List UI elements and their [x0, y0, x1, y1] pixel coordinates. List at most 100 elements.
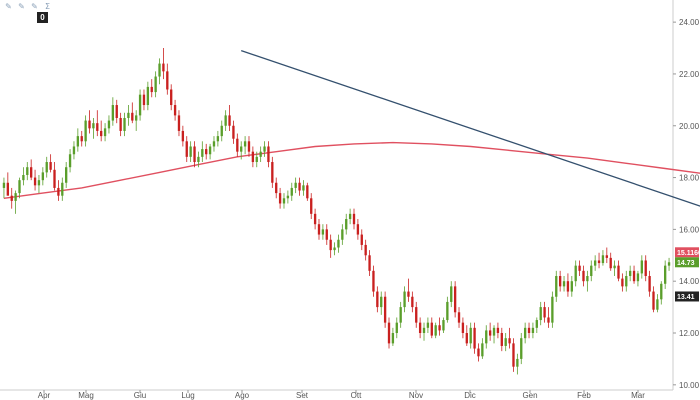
candle: [640, 255, 643, 279]
candle: [185, 136, 188, 163]
candle: [127, 105, 130, 126]
candle: [240, 141, 243, 160]
y-tick-label: 20.00: [679, 122, 700, 131]
candle-body: [543, 307, 546, 318]
draw-tool-2[interactable]: ✎: [16, 2, 27, 12]
candle: [473, 322, 476, 354]
candle: [302, 180, 305, 196]
candle: [267, 141, 270, 168]
candle-body: [625, 276, 628, 287]
candle-body: [57, 187, 60, 196]
candle-body: [271, 162, 274, 183]
candle: [516, 353, 519, 375]
candle-body: [185, 141, 188, 157]
candle-body: [597, 260, 601, 264]
candle: [92, 117, 95, 139]
candle-body: [380, 296, 383, 308]
candle: [496, 322, 500, 339]
candle-body: [76, 136, 80, 147]
moving-average: [3, 141, 700, 199]
candle: [76, 128, 80, 152]
candle-body: [469, 327, 472, 344]
candle: [488, 322, 492, 341]
candle-body: [127, 112, 130, 118]
candle: [119, 112, 122, 137]
candle-body: [356, 224, 360, 235]
candle-body: [632, 270, 636, 282]
candle: [617, 260, 620, 282]
candle-body: [442, 320, 445, 331]
candle-body: [30, 167, 33, 178]
candle: [656, 294, 659, 313]
candle-body: [103, 128, 107, 137]
candle: [135, 110, 138, 131]
candle-body: [267, 146, 270, 163]
price-label-box: [675, 247, 699, 258]
candle-body: [10, 195, 13, 201]
candle-body: [438, 325, 441, 331]
candle: [236, 133, 239, 157]
candle-body: [434, 325, 437, 336]
candle-body: [547, 317, 550, 323]
draw-tool-1[interactable]: ✎: [3, 2, 14, 12]
candle: [438, 317, 441, 336]
draw-tool-3[interactable]: ✎: [29, 2, 40, 12]
candle-body: [205, 149, 208, 155]
candle-body: [415, 307, 418, 323]
price-label: 13.41: [675, 291, 699, 302]
candle-body: [263, 146, 266, 152]
candle: [395, 317, 398, 339]
candle: [228, 105, 231, 131]
candle-body: [516, 358, 519, 367]
candle: [523, 322, 527, 344]
candle: [96, 110, 99, 137]
candle: [520, 333, 523, 365]
candle-body: [628, 270, 632, 277]
candle: [166, 63, 169, 95]
candle: [243, 136, 247, 155]
x-tick-label: Ago: [235, 391, 250, 400]
candle: [177, 110, 181, 137]
candle: [115, 99, 118, 124]
candle: [173, 99, 177, 121]
sigma-icon: Σ: [44, 2, 51, 11]
candle-body: [317, 224, 321, 235]
indicator-tool[interactable]: Σ: [42, 2, 53, 12]
candle-body: [197, 156, 200, 163]
candle: [33, 169, 37, 191]
candle: [562, 276, 566, 292]
candle: [18, 177, 21, 199]
candle: [368, 250, 371, 277]
candle: [286, 190, 290, 204]
candle-body: [520, 338, 523, 359]
candle-body: [562, 281, 566, 287]
candle-body: [146, 86, 150, 106]
candle: [399, 301, 402, 328]
candle: [352, 208, 356, 230]
candle: [535, 317, 538, 334]
x-tick-label: Ott: [351, 391, 362, 400]
candle: [259, 146, 262, 163]
candle: [570, 276, 573, 297]
candle: [197, 151, 200, 168]
candle: [111, 97, 115, 126]
candle-body: [360, 234, 363, 245]
candle: [84, 115, 87, 147]
candle: [411, 291, 414, 313]
candle-body: [395, 322, 398, 334]
candle-body: [282, 198, 286, 204]
candle: [232, 120, 235, 144]
chart-toolbar: ✎ ✎ ✎ Σ: [3, 2, 53, 12]
candle-body: [96, 123, 99, 131]
candle: [14, 190, 17, 214]
candle-body: [2, 182, 6, 188]
candle-body: [578, 265, 581, 271]
candle-body: [325, 229, 328, 240]
candle-body: [621, 278, 624, 287]
candle: [582, 265, 585, 287]
candle-body: [450, 286, 453, 302]
candle: [508, 327, 511, 349]
candle: [636, 270, 640, 287]
candle-body: [240, 146, 243, 152]
